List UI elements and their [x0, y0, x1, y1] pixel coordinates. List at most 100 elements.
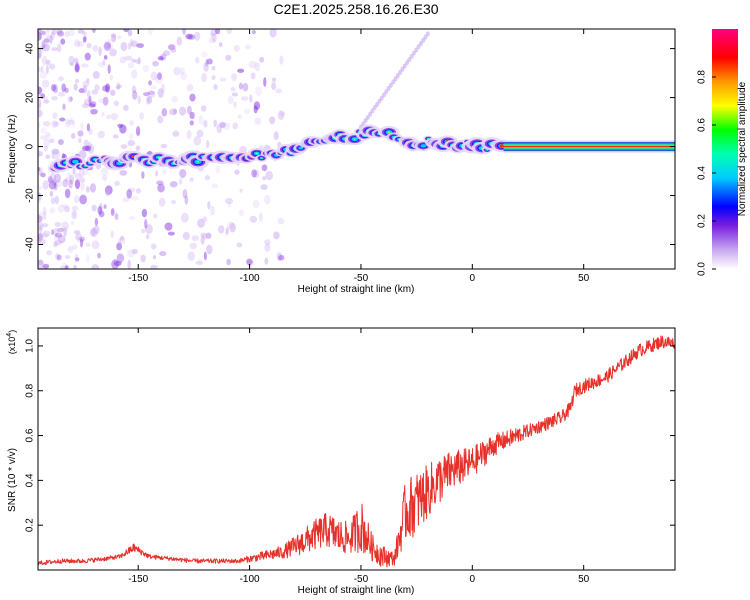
spectrogram-noise-cell	[254, 62, 261, 72]
spectrogram-x-tick-label: 50	[578, 273, 590, 284]
spectrogram-noise-cell	[128, 216, 136, 221]
snr-x-tick-label: 0	[470, 574, 476, 585]
spectrogram-noise-cell	[178, 106, 187, 116]
spectrogram-noise-cell	[41, 41, 46, 50]
svg-text:(x104): (x104)	[6, 330, 17, 354]
spectrogram-noise-cell	[107, 64, 111, 74]
spectrogram-noise-cell	[169, 181, 178, 188]
spectrogram-noise-cell	[54, 221, 62, 227]
spectrogram-noise-cell	[127, 30, 133, 37]
spectrogram-noise-cell	[157, 56, 164, 61]
spectrogram-noise-cell	[48, 180, 57, 190]
spectrogram-noise-cell	[38, 29, 43, 33]
spectrogram-noise-cell	[43, 211, 47, 221]
spectrogram-noise-cell	[131, 69, 138, 79]
spectrogram-noise-cell	[51, 229, 55, 236]
snr-plot-area	[38, 335, 675, 568]
spectrogram-noise-cell	[139, 112, 144, 120]
spectrogram-noise-cell	[264, 239, 271, 246]
spectrogram-noise-cell	[131, 58, 137, 63]
spectrogram-noise-cell	[128, 120, 135, 126]
spectrogram-noise-cell	[195, 57, 200, 64]
spectrogram-noise-cell	[94, 84, 100, 91]
colorbar-tick-label: 0.0	[697, 262, 708, 276]
spectrogram-noise-cell	[66, 119, 75, 125]
spectrogram-noise-cell	[71, 119, 76, 128]
spectrogram-noise-cell	[219, 42, 223, 47]
spectrogram-noise-cell	[64, 264, 70, 269]
spectrogram-noise-cell	[76, 236, 82, 243]
spectrogram-noise-cell	[73, 229, 81, 235]
spectrogram-noise-cell	[210, 32, 214, 38]
spectrogram-noise-cell	[77, 29, 84, 34]
spectrogram-noise-cell	[171, 95, 178, 103]
spectrogram-noise-cell	[68, 29, 76, 37]
spectrogram-noise-cell	[111, 34, 117, 43]
spectrogram-noise-cell	[128, 132, 134, 140]
spectrogram-y-tick-label: 0	[25, 143, 36, 149]
spectrogram-noise-cell	[97, 61, 106, 68]
spectrogram-noise-cell	[81, 103, 89, 109]
spectrogram-noise-cell	[83, 35, 88, 42]
spectrogram-noise-cell	[232, 122, 239, 130]
spectrogram-noise-cell	[262, 176, 267, 181]
spectrogram-frame	[37, 28, 676, 270]
spectrogram-noise-cell	[61, 221, 70, 231]
spectrogram-noise-cell	[85, 242, 91, 248]
spectrogram-noise-cell	[211, 75, 216, 81]
spectrogram-noise-cell	[275, 88, 283, 94]
spectrogram-noise-cell	[38, 198, 42, 204]
spectrogram-noise-cell	[40, 65, 44, 73]
spectrogram-streak-cell	[400, 66, 405, 72]
spectrogram-noise-cell	[117, 123, 124, 128]
spectrogram-noise-cell	[104, 185, 113, 195]
spectrogram-noise-cell	[61, 262, 67, 269]
spectrogram-noise-cell	[176, 36, 183, 46]
spectrogram-noise-cell	[277, 217, 285, 225]
spectrogram-ridge-cell	[353, 138, 356, 140]
spectrogram-noise-cell	[213, 119, 217, 128]
spectrogram-noise-cell	[43, 145, 49, 152]
spectrogram-noise-cell	[200, 232, 205, 238]
spectrogram-streak-cell	[379, 95, 384, 101]
spectrogram-noise-cell	[72, 167, 76, 175]
spectrogram-noise-cell	[203, 120, 207, 128]
spectrogram-noise-cell	[85, 186, 91, 193]
spectrogram-noise-cell	[226, 29, 233, 35]
spectrogram-noise-cell	[254, 117, 262, 125]
spectrogram-noise-cell	[38, 167, 43, 176]
spectrogram-noise-cell	[187, 251, 195, 261]
spectrogram-noise-cell	[58, 76, 64, 82]
spectrogram-noise-cell	[277, 110, 285, 121]
spectrogram-noise-cell	[92, 71, 100, 79]
spectrogram-noise-cell	[56, 227, 65, 233]
spectrogram-y-tick-label: 40	[25, 43, 36, 55]
spectrogram-noise-cell	[110, 112, 118, 121]
spectrogram-noise-cell	[107, 43, 114, 50]
spectrogram-noise-cell	[98, 98, 106, 104]
spectrogram-noise-cell	[116, 253, 125, 263]
spectrogram-noise-cell	[203, 251, 207, 261]
spectrogram-noise-cell	[64, 255, 71, 260]
spectrogram-noise-cell	[43, 138, 50, 148]
spectrogram-noise-cell	[195, 261, 203, 266]
spectrogram-streak-cell	[409, 53, 414, 59]
spectrogram-noise-cell	[82, 85, 88, 94]
spectrogram-noise-cell	[179, 67, 185, 75]
spectrogram-noise-cell	[90, 108, 98, 115]
spectrogram-noise-cell	[251, 169, 257, 178]
spectrogram-noise-cell	[140, 254, 146, 263]
spectrogram-noise-cell	[71, 132, 76, 139]
spectrogram-heatmap	[38, 29, 675, 269]
spectrogram-noise-cell	[60, 38, 66, 45]
spectrogram-noise-cell	[186, 83, 194, 92]
spectrogram-noise-cell	[73, 57, 79, 64]
spectrogram-noise-cell	[215, 29, 221, 35]
spectrogram-noise-cell	[56, 30, 65, 37]
spectrogram-noise-cell	[45, 131, 51, 139]
spectrogram-noise-cell	[239, 188, 243, 193]
spectrogram-noise-cell	[39, 224, 43, 234]
spectrogram-noise-cell	[101, 167, 109, 176]
spectrogram-noise-cell	[58, 139, 64, 146]
spectrogram-noise-cell	[211, 65, 216, 71]
